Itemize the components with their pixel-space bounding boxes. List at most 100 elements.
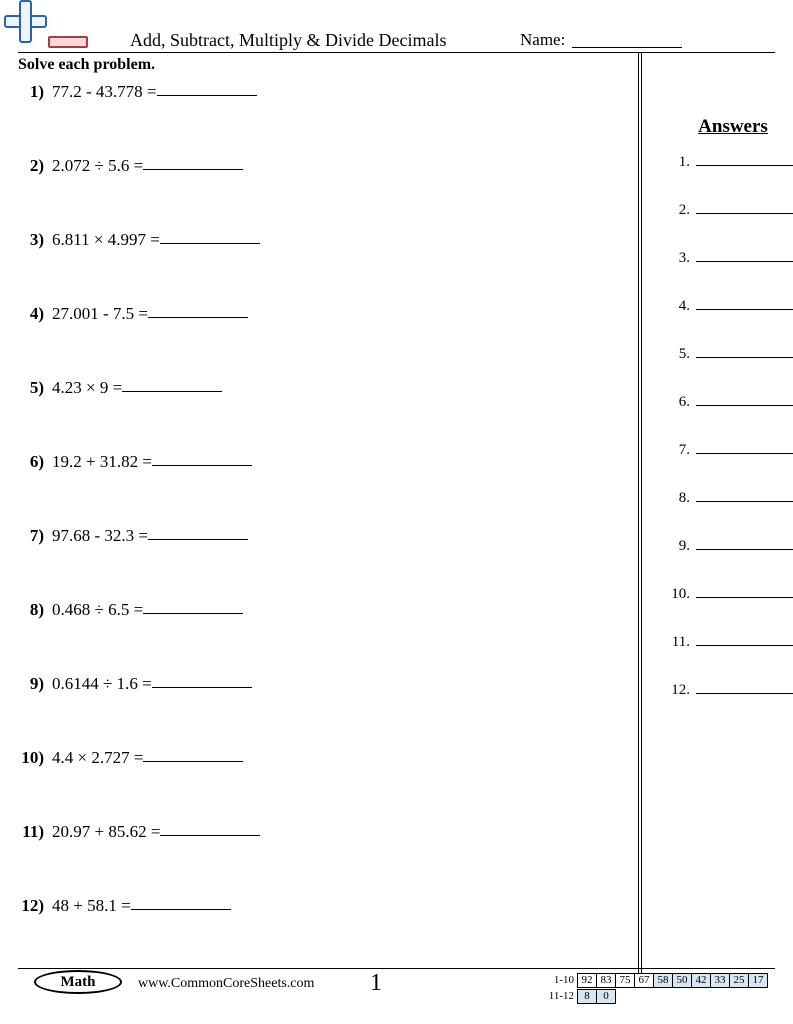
answer-blank[interactable] bbox=[148, 304, 248, 318]
answer-blank[interactable] bbox=[160, 822, 260, 836]
footer: Math www.CommonCoreSheets.com 1 1-109283… bbox=[0, 972, 793, 1002]
page-number: 1 bbox=[370, 970, 382, 997]
answer-blank[interactable] bbox=[696, 394, 793, 406]
answer-blank[interactable] bbox=[696, 298, 793, 310]
answer-number: 9. bbox=[668, 538, 690, 555]
answer-blank[interactable] bbox=[696, 538, 793, 550]
problem-expression: 4.4 × 2.727 = bbox=[52, 748, 143, 768]
answer-blank[interactable] bbox=[696, 154, 793, 166]
answer-number: 4. bbox=[668, 298, 690, 315]
answer-number: 11. bbox=[668, 634, 690, 651]
answer-blank[interactable] bbox=[696, 442, 793, 454]
problem-expression: 6.811 × 4.997 = bbox=[52, 230, 160, 250]
score-row: 11-1280 bbox=[548, 988, 768, 1004]
score-cell: 67 bbox=[634, 973, 654, 988]
name-blank[interactable] bbox=[572, 47, 682, 48]
problem-number: 3) bbox=[18, 230, 44, 250]
answer-line: 11. bbox=[668, 634, 793, 651]
problem-row: 8) 0.468 ÷ 6.5 = bbox=[18, 600, 608, 674]
problem-number: 1) bbox=[18, 82, 44, 102]
name-label: Name: bbox=[520, 30, 565, 50]
answer-blank[interactable] bbox=[696, 346, 793, 358]
problem-row: 11)20.97 + 85.62 = bbox=[18, 822, 608, 896]
answer-number: 6. bbox=[668, 394, 690, 411]
problem-row: 1)77.2 - 43.778 = bbox=[18, 82, 608, 156]
answer-number: 2. bbox=[668, 202, 690, 219]
answer-line: 8. bbox=[668, 490, 793, 507]
answer-blank[interactable] bbox=[160, 230, 260, 244]
answer-number: 3. bbox=[668, 250, 690, 267]
worksheet-title: Add, Subtract, Multiply & Divide Decimal… bbox=[130, 30, 446, 51]
problem-number: 8) bbox=[18, 600, 44, 620]
answer-number: 5. bbox=[668, 346, 690, 363]
answer-line: 3. bbox=[668, 250, 793, 267]
answer-line: 9. bbox=[668, 538, 793, 555]
website-url: www.CommonCoreSheets.com bbox=[138, 976, 314, 992]
score-row-label: 1-10 bbox=[548, 974, 578, 986]
problem-expression: 19.2 + 31.82 = bbox=[52, 452, 152, 472]
score-cell: 8 bbox=[577, 989, 597, 1004]
answer-number: 7. bbox=[668, 442, 690, 459]
answer-blank[interactable] bbox=[696, 586, 793, 598]
problem-number: 5) bbox=[18, 378, 44, 398]
answer-line: 4. bbox=[668, 298, 793, 315]
problem-number: 9) bbox=[18, 674, 44, 694]
answer-blank[interactable] bbox=[122, 378, 222, 392]
score-cell: 83 bbox=[596, 973, 616, 988]
answer-blank[interactable] bbox=[157, 82, 257, 96]
answer-blank[interactable] bbox=[143, 156, 243, 170]
answer-blank[interactable] bbox=[131, 896, 231, 910]
header-row: Add, Subtract, Multiply & Divide Decimal… bbox=[0, 30, 793, 58]
problem-row: 10) 4.4 × 2.727 = bbox=[18, 748, 608, 822]
problem-number: 12) bbox=[18, 896, 44, 916]
problem-expression: 0.468 ÷ 6.5 = bbox=[52, 600, 143, 620]
problem-row: 7) 97.68 - 32.3 = bbox=[18, 526, 608, 600]
score-cell: 58 bbox=[653, 973, 673, 988]
answer-number: 10. bbox=[668, 586, 690, 603]
score-cell: 33 bbox=[710, 973, 730, 988]
problem-row: 2)2.072 ÷ 5.6 = bbox=[18, 156, 608, 230]
problem-expression: 4.23 × 9 = bbox=[52, 378, 122, 398]
answer-line: 6. bbox=[668, 394, 793, 411]
answer-blank[interactable] bbox=[152, 452, 252, 466]
problem-expression: 2.072 ÷ 5.6 = bbox=[52, 156, 143, 176]
score-cell: 42 bbox=[691, 973, 711, 988]
answers-title: Answers bbox=[668, 116, 793, 138]
answer-blank[interactable] bbox=[152, 674, 252, 688]
answer-number: 1. bbox=[668, 154, 690, 171]
problem-row: 12)48 + 58.1 = bbox=[18, 896, 608, 970]
subject-badge: Math bbox=[34, 970, 122, 994]
answer-blank[interactable] bbox=[148, 526, 248, 540]
answer-blank[interactable] bbox=[143, 748, 243, 762]
worksheet-page: Add, Subtract, Multiply & Divide Decimal… bbox=[0, 0, 793, 1024]
problem-row: 4)27.001 - 7.5 = bbox=[18, 304, 608, 378]
instructions: Solve each problem. bbox=[18, 56, 775, 74]
answer-number: 12. bbox=[668, 682, 690, 699]
problem-row: 9)0.6144 ÷ 1.6 = bbox=[18, 674, 608, 748]
score-cell: 0 bbox=[596, 989, 616, 1004]
score-cell: 75 bbox=[615, 973, 635, 988]
problem-number: 6) bbox=[18, 452, 44, 472]
score-cell: 50 bbox=[672, 973, 692, 988]
score-cell: 17 bbox=[748, 973, 768, 988]
main-content: Solve each problem. 1)77.2 - 43.778 =2)2… bbox=[18, 56, 775, 972]
answer-line: 1. bbox=[668, 154, 793, 171]
answer-blank[interactable] bbox=[696, 634, 793, 646]
answer-blank[interactable] bbox=[696, 250, 793, 262]
answers-column: Answers 1. 2. 3. 4. 5. 6. 7. 8. 9. 10. 11. 12. bbox=[668, 116, 793, 730]
answer-blank[interactable] bbox=[696, 490, 793, 502]
answer-line: 10. bbox=[668, 586, 793, 603]
answer-line: 7. bbox=[668, 442, 793, 459]
answer-number: 8. bbox=[668, 490, 690, 507]
header-underline bbox=[18, 52, 775, 53]
problem-number: 10) bbox=[18, 748, 44, 768]
score-row-label: 11-12 bbox=[548, 990, 578, 1002]
problem-expression: 27.001 - 7.5 = bbox=[52, 304, 148, 324]
answer-line: 5. bbox=[668, 346, 793, 363]
problem-expression: 97.68 - 32.3 = bbox=[52, 526, 148, 546]
answer-blank[interactable] bbox=[143, 600, 243, 614]
answer-blank[interactable] bbox=[696, 202, 793, 214]
answer-blank[interactable] bbox=[696, 682, 793, 694]
problem-number: 7) bbox=[18, 526, 44, 546]
score-cell: 92 bbox=[577, 973, 597, 988]
